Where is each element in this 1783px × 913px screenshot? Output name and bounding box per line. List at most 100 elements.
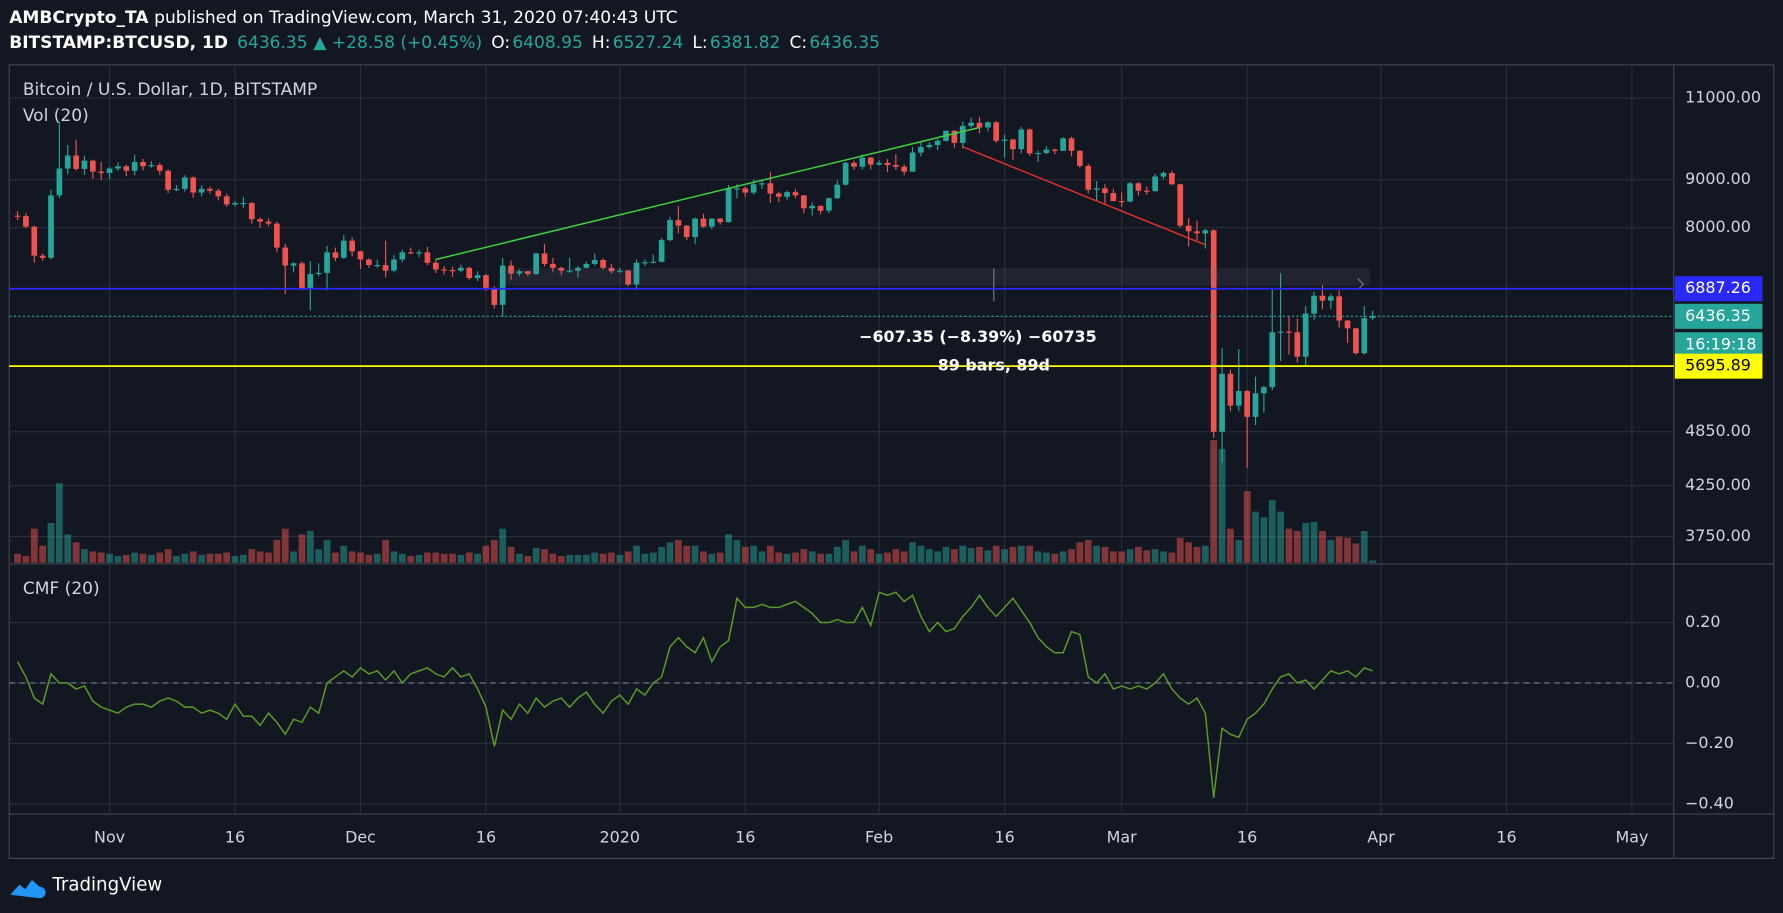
volume-bar xyxy=(290,551,298,563)
volume-bar xyxy=(1109,551,1117,563)
candle-body xyxy=(1001,139,1008,141)
candle-body xyxy=(98,171,105,173)
candle-body xyxy=(340,240,347,258)
volume-bar xyxy=(22,555,30,563)
candle-body xyxy=(357,251,364,260)
volume-bar xyxy=(30,528,38,563)
candle-body xyxy=(675,220,682,226)
volume-bar xyxy=(967,548,975,563)
volume-bar xyxy=(1034,551,1042,563)
candle-body xyxy=(968,122,974,126)
candle-body xyxy=(131,161,138,171)
candle-body xyxy=(734,188,740,190)
volume-bar xyxy=(122,554,130,563)
candle-body xyxy=(374,265,381,267)
volume-bar xyxy=(348,551,356,563)
candle-body xyxy=(1219,373,1225,432)
volume-bar xyxy=(55,483,63,563)
candle-body xyxy=(1143,190,1150,192)
candle-body xyxy=(391,259,397,271)
volume-bar xyxy=(532,548,540,563)
candle-body xyxy=(792,192,799,196)
candle-body xyxy=(240,202,247,205)
quote-value: 6381.82 xyxy=(710,33,781,53)
volume-bar xyxy=(1185,542,1193,563)
candle-body xyxy=(851,162,857,167)
candle-body xyxy=(1102,188,1108,194)
candle-body xyxy=(382,265,389,271)
volume-bar xyxy=(156,552,164,563)
volume-bar xyxy=(850,551,858,563)
candle-body xyxy=(1244,390,1250,417)
price-badge-label: 6887.26 xyxy=(1685,278,1751,297)
volume-bar xyxy=(666,542,674,563)
candle-body xyxy=(115,166,121,169)
candle-body xyxy=(901,166,908,172)
header-line: AMBCrypto_TA published on TradingView.com… xyxy=(9,8,678,28)
volume-bar xyxy=(306,530,314,563)
volume-bar xyxy=(691,545,699,563)
candle-body xyxy=(985,122,991,128)
volume-bar xyxy=(440,553,448,563)
candle-body xyxy=(1194,231,1200,234)
volume-bar xyxy=(424,552,431,563)
candle-body xyxy=(190,177,197,193)
x-tick-label: Apr xyxy=(1367,827,1395,846)
candle-body xyxy=(307,274,314,288)
change: ▲ +28.58 (+0.45%) xyxy=(313,33,482,53)
volume-bar xyxy=(524,555,532,563)
volume-bar xyxy=(750,545,758,563)
volume-bar xyxy=(1126,549,1134,563)
candle-body xyxy=(140,161,146,167)
volume-bar xyxy=(800,549,808,563)
volume-bar xyxy=(633,545,640,563)
volume-bar xyxy=(1193,546,1201,563)
candle-body xyxy=(533,253,540,275)
volume-bar xyxy=(591,552,599,563)
y-tick-label: 4250.00 xyxy=(1685,475,1751,494)
last-price-badge xyxy=(1674,303,1763,329)
candle-body xyxy=(1319,295,1326,301)
volume-bar xyxy=(1235,540,1243,563)
volume-bar xyxy=(465,552,473,563)
volume-bar xyxy=(541,549,548,563)
volume-bar xyxy=(147,554,155,563)
volume-bar xyxy=(181,553,189,563)
candle-body xyxy=(223,196,230,205)
volume-bar xyxy=(783,553,791,563)
candle-body xyxy=(56,168,63,196)
volume-bar xyxy=(1076,542,1084,563)
volume-bar xyxy=(1302,523,1310,563)
logo-icon xyxy=(10,880,46,899)
volume-bar xyxy=(775,552,783,563)
candle-body xyxy=(148,165,155,167)
x-tick-label: May xyxy=(1615,827,1648,846)
volume-bar xyxy=(708,553,716,563)
x-tick-label: 16 xyxy=(476,827,496,846)
volume-bar xyxy=(624,551,632,563)
candle-body xyxy=(1369,316,1376,319)
candle-body xyxy=(1302,313,1309,357)
volume-bar xyxy=(189,551,197,563)
volume-bar xyxy=(39,545,47,563)
chart-frame xyxy=(8,64,1775,859)
volume-bar xyxy=(641,553,649,563)
candle-body xyxy=(959,125,966,143)
candle-body xyxy=(1235,390,1242,406)
volume-label: Vol (20) xyxy=(23,106,89,126)
candle-body xyxy=(775,193,782,197)
volume-bar xyxy=(173,555,180,563)
volume-bar xyxy=(1143,550,1151,563)
y-tick-label: 8000.00 xyxy=(1685,217,1751,236)
candle-body xyxy=(1093,188,1100,190)
candle-body xyxy=(826,198,832,211)
x-tick-label: 16 xyxy=(225,827,245,846)
candle-body xyxy=(583,263,590,268)
candle-body xyxy=(800,195,807,209)
candle-body xyxy=(90,160,96,172)
candle-body xyxy=(1127,183,1133,202)
published: published on TradingView.com, March 31, … xyxy=(154,8,678,28)
